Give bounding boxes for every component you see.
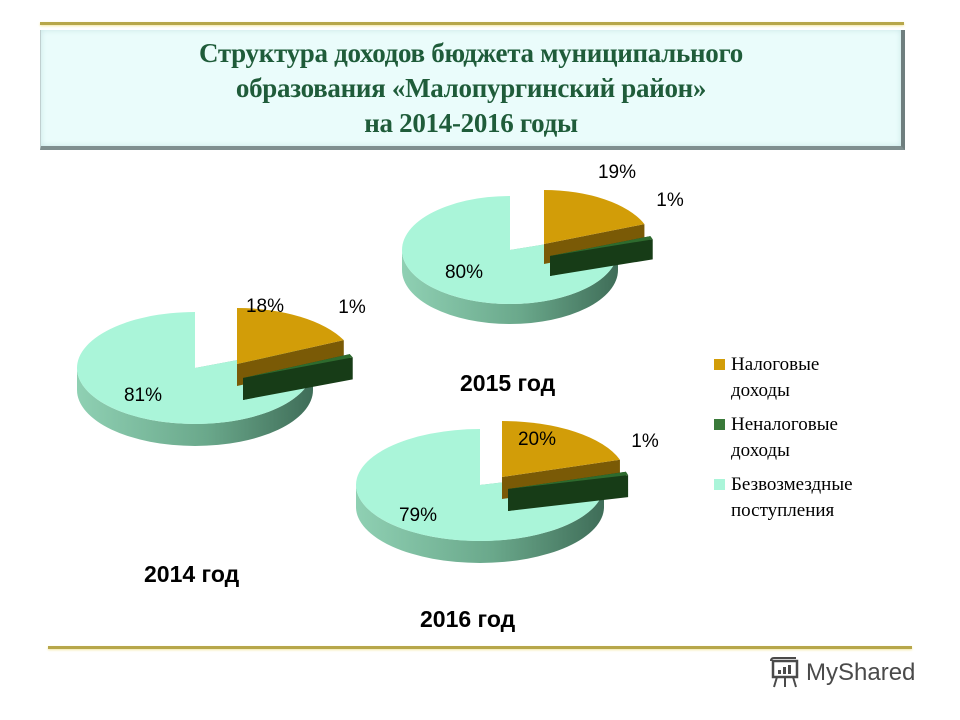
pie-chart-2016: 20% 1% 79% bbox=[356, 421, 659, 563]
pie-data-label: 1% bbox=[656, 190, 684, 211]
pie-data-label: 81% bbox=[124, 385, 162, 406]
pie-chart-2015: 19% 1% 80% bbox=[402, 162, 684, 324]
legend-label: доходы bbox=[731, 440, 790, 461]
page-title-line-2: образования «Малопургинский район» bbox=[235, 73, 707, 103]
pie-data-label: 79% bbox=[399, 505, 437, 526]
legend-label: Безвозмездные bbox=[731, 474, 853, 495]
page-title-line-1: Структура доходов бюджета муниципального bbox=[199, 38, 743, 68]
pie-chart-2014: 18% 1% 81% bbox=[76, 296, 366, 446]
page-title-line-3: на 2014-2016 годы bbox=[364, 108, 578, 138]
legend-label: доходы bbox=[731, 380, 790, 401]
title-banner: Структура доходов бюджета муниципального… bbox=[40, 30, 905, 150]
year-label-2015: 2015 год bbox=[460, 370, 556, 396]
legend-item-grants: Безвозмездные поступления bbox=[714, 472, 914, 524]
pie-data-label: 1% bbox=[631, 431, 659, 452]
myshared-watermark[interactable]: MyShared bbox=[768, 656, 915, 690]
presentation-board-icon bbox=[770, 657, 799, 688]
top-gold-divider bbox=[40, 22, 904, 25]
nontax-swatch-icon bbox=[714, 419, 725, 430]
pie-data-label: 20% bbox=[518, 429, 556, 450]
legend-label: поступления bbox=[731, 500, 835, 521]
brand-name: MyShared bbox=[806, 659, 916, 686]
pie-data-label: 19% bbox=[598, 162, 636, 183]
legend-item-nontax: Неналоговые доходы bbox=[714, 412, 914, 464]
year-label-2014: 2014 год bbox=[144, 561, 240, 587]
pie-data-label: 1% bbox=[338, 297, 366, 318]
bottom-gold-divider bbox=[48, 646, 912, 649]
legend-label: Налоговые bbox=[731, 354, 820, 375]
chart-legend: Налоговые доходы Неналоговые доходы Безвоз… bbox=[714, 352, 914, 532]
legend-item-tax: Налоговые доходы bbox=[714, 352, 914, 404]
grants-swatch-icon bbox=[714, 479, 725, 490]
pie-data-label: 18% bbox=[246, 296, 284, 317]
year-label-2016: 2016 год bbox=[420, 606, 516, 632]
pie-data-label: 80% bbox=[445, 262, 483, 283]
tax-swatch-icon bbox=[714, 359, 725, 370]
legend-label: Неналоговые bbox=[731, 414, 838, 435]
